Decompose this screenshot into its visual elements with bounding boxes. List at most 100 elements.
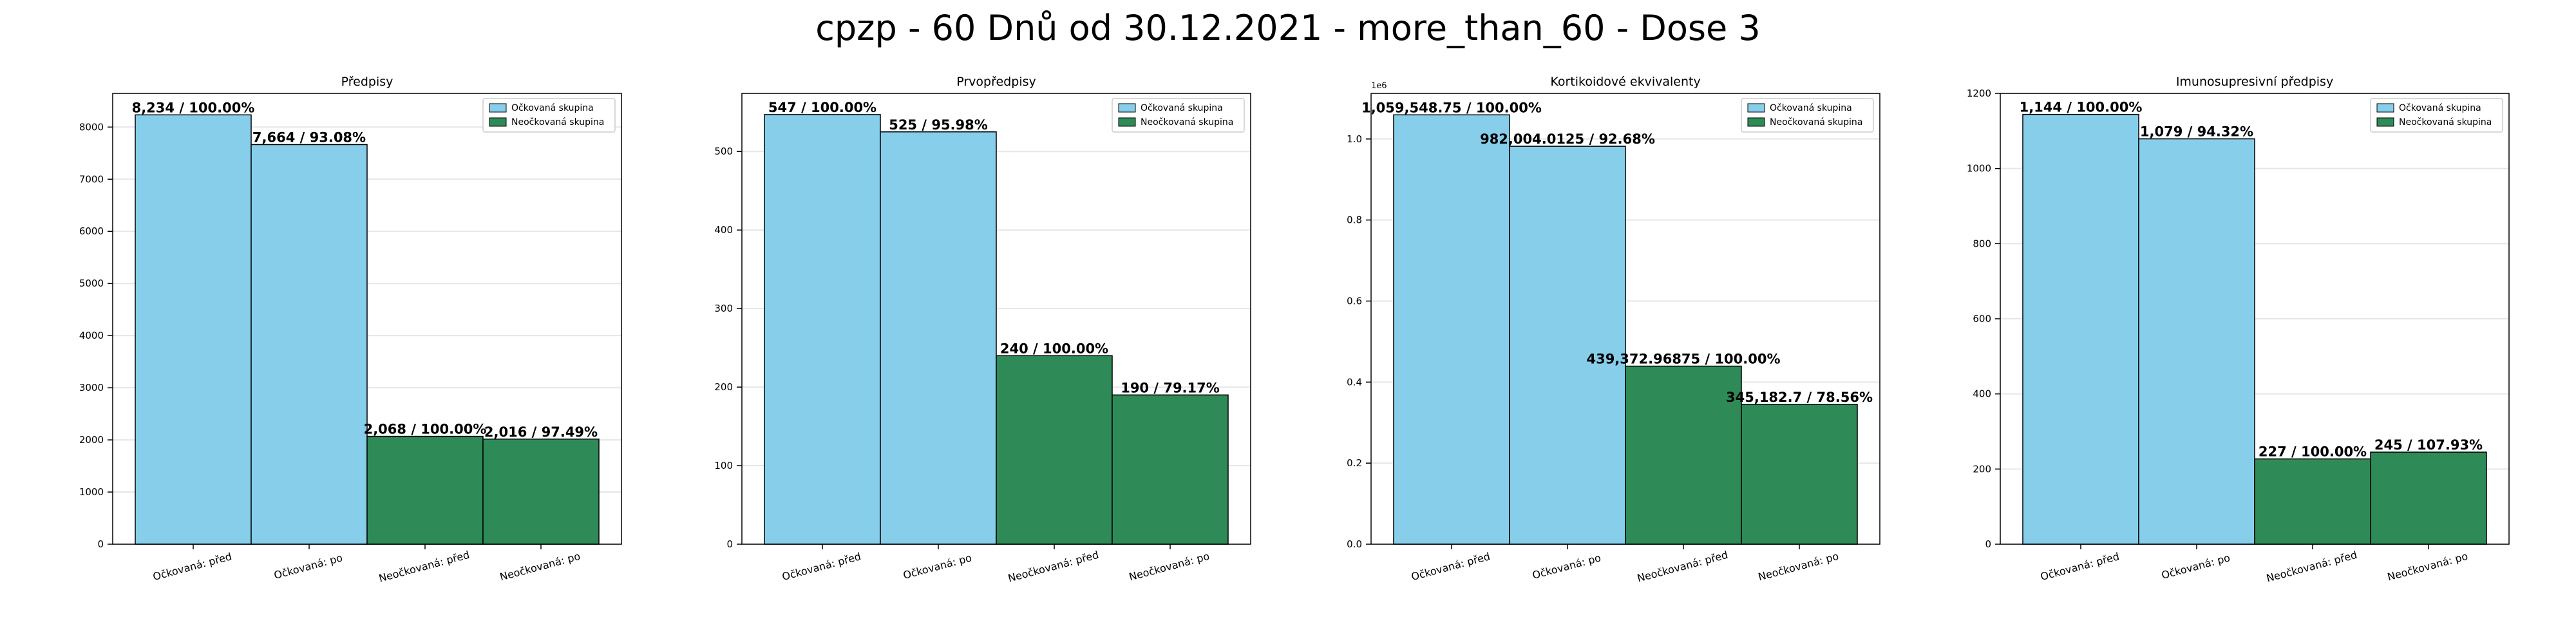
legend-label: Očkovaná skupina [1770,103,1852,113]
bar-value-label: 525 / 95.98% [889,117,988,133]
x-tick-label: Neočkovaná: po [1757,550,1840,583]
bar [1112,394,1229,545]
y-tick-label: 200 [1973,463,1991,475]
x-tick-label: Neočkovaná: po [498,550,582,583]
bar-value-label: 1,144 / 100.00% [2020,100,2143,115]
bar [2254,458,2371,545]
bar-value-label: 1,079 / 94.32% [2140,124,2253,140]
y-tick-label: 1000 [79,486,104,498]
chart-title: Imunosupresivní předpisy [2176,75,2333,89]
x-tick-label: Očkovaná: po [2160,551,2231,582]
legend-box [1112,98,1245,133]
chart-title: Kortikoidové ekvivalenty [1550,75,1700,89]
axes-frame [1370,93,1880,545]
y-tick-label: 0.0 [1347,538,1362,550]
bar [251,144,368,545]
figure-title: cpzp - 60 Dnů od 30.12.2021 - more_than_… [815,8,1761,48]
bar-value-label: 7,664 / 93.08% [252,130,366,146]
y-tick-label: 3000 [79,382,104,393]
x-tick-label: Očkovaná: před [151,550,233,583]
y-tick-label: 1200 [1967,88,1991,99]
bar [1509,146,1626,545]
bar-value-label: 547 / 100.00% [768,100,876,115]
x-tick-label: Očkovaná: po [902,551,973,582]
legend-label: Neočkovaná skupina [1770,117,1862,128]
legend-swatch [2376,103,2394,113]
y-tick-label: 4000 [79,330,104,341]
bar [1741,404,1858,545]
y-offset-label: 1e6 [1371,81,1387,91]
bar [482,439,600,545]
bar [2022,113,2139,545]
x-tick-label: Očkovaná: před [781,550,862,583]
y-tick-label: 0.4 [1347,376,1362,388]
legend-swatch [1118,103,1136,113]
bar-value-label: 245 / 107.93% [2374,437,2483,453]
legend-swatch [1747,117,1765,127]
x-tick-label: Neočkovaná: před [1007,549,1100,585]
legend-label: Očkovaná skupina [2399,103,2481,113]
legend-label: Neočkovaná skupina [2399,117,2492,128]
legend-box [1741,98,1874,133]
x-tick-label: Neočkovaná: před [377,549,471,585]
bar [764,114,881,545]
legend-swatch [2376,117,2394,127]
y-tick-label: 0 [726,538,733,550]
bar [2370,451,2487,545]
legend-label: Neočkovaná skupina [511,117,604,128]
legend-swatch [1747,103,1765,113]
legend-swatch [489,117,507,127]
bar-value-label: 8,234 / 100.00% [132,100,255,115]
x-tick-label: Očkovaná: před [1410,550,1492,583]
x-tick-label: Očkovaná: po [272,551,344,582]
bar [996,355,1113,545]
legend-swatch [1118,117,1136,127]
bar [1393,114,1510,545]
legend-label: Očkovaná skupina [1141,103,1223,113]
y-tick-label: 0.6 [1347,295,1362,307]
y-tick-label: 6000 [79,225,104,237]
y-tick-label: 300 [714,303,733,314]
bar-value-label: 227 / 100.00% [2259,444,2367,460]
bar-value-label: 1,059,548.75 / 100.00% [1361,100,1542,115]
y-tick-label: 100 [714,460,733,471]
y-tick-label: 200 [714,381,733,393]
y-tick-label: 0 [1985,538,1991,550]
legend-swatch [489,103,507,113]
bar [880,131,997,545]
axes-frame [112,93,622,545]
legend-label: Očkovaná skupina [511,103,594,113]
chart-title: Předpisy [341,75,393,89]
bar-value-label: 439,372.96875 / 100.00% [1586,352,1780,367]
x-tick-label: Neočkovaná: po [2386,550,2469,583]
x-tick-label: Neočkovaná: před [2265,549,2358,585]
y-tick-label: 7000 [79,173,104,185]
y-tick-label: 0 [97,538,104,550]
bar [2138,138,2255,545]
bar [1625,365,1742,545]
bar-value-label: 2,016 / 97.49% [484,424,598,440]
y-tick-label: 5000 [79,278,104,289]
y-tick-label: 600 [1973,313,1991,325]
y-tick-label: 0.8 [1347,214,1362,226]
y-tick-label: 2000 [79,434,104,446]
legend-label: Neočkovaná skupina [1141,117,1233,128]
bar-value-label: 2,068 / 100.00% [364,422,487,437]
bar [135,114,252,545]
legend-box [2370,98,2503,133]
x-tick-label: Neočkovaná: po [1128,550,1211,583]
y-tick-label: 400 [714,224,733,236]
bar-value-label: 240 / 100.00% [1000,341,1108,356]
bar [366,435,484,545]
y-tick-label: 400 [1973,388,1991,400]
x-tick-label: Očkovaná: po [1531,551,1602,582]
bar-value-label: 345,182.7 / 78.56% [1726,390,1873,405]
y-tick-label: 8000 [79,121,104,133]
y-tick-label: 0.2 [1347,457,1362,469]
y-tick-label: 500 [714,146,733,157]
bar-value-label: 190 / 79.17% [1121,380,1220,395]
x-tick-label: Očkovaná: před [2039,550,2121,583]
chart-title: Prvopředpisy [956,75,1036,89]
axes-frame [741,93,1251,545]
